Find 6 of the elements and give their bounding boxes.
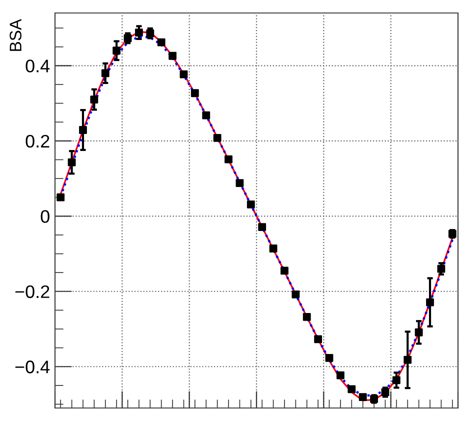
y-tick-label: 0.2 <box>26 134 50 148</box>
y-tick-label: 0.4 <box>26 60 50 72</box>
y-tick-label: −0.4 <box>15 360 50 374</box>
y-axis-title: BSA <box>10 18 22 51</box>
y-tick-label: 0 <box>40 210 50 223</box>
y-tick-label: −0.2 <box>15 285 50 298</box>
